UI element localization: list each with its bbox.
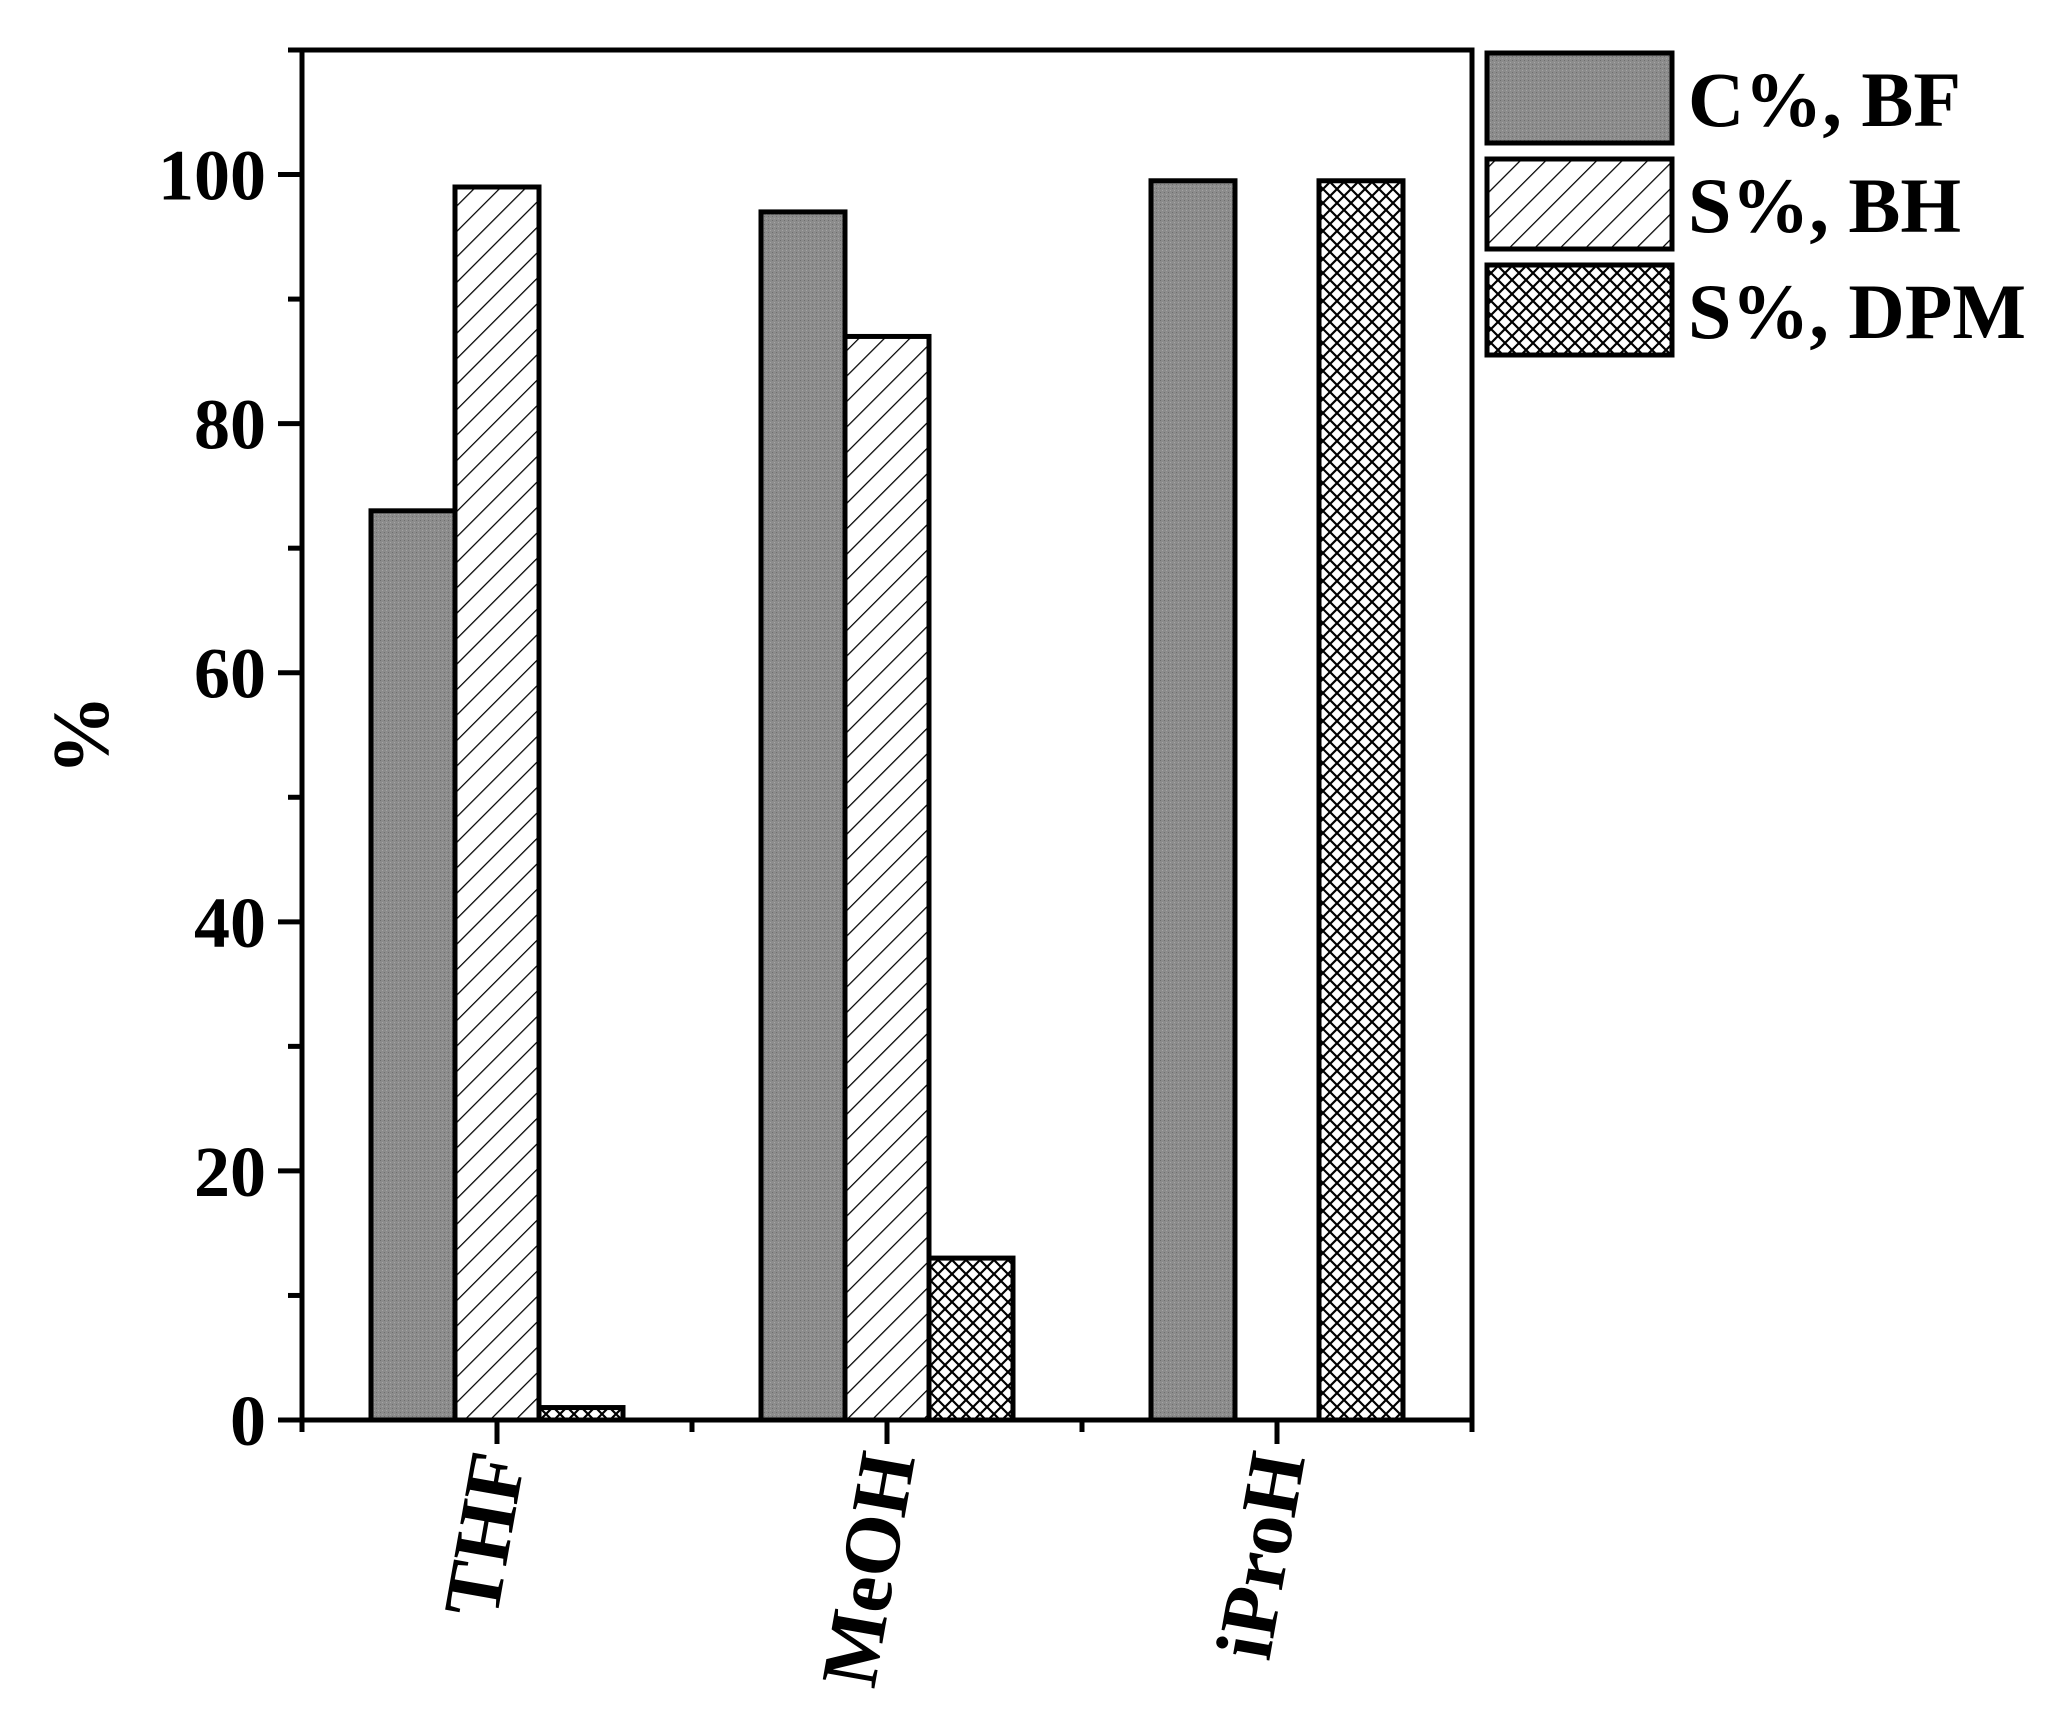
legend-swatch-s-dpm <box>1484 262 1675 358</box>
bar-thf-s-bh <box>452 184 542 1423</box>
bar-meoh-s-dpm <box>926 1255 1016 1423</box>
x-category-label-meoh: MeOH <box>805 1446 933 1693</box>
legend-label-c-bf: C%, BF <box>1688 56 1961 143</box>
bars-layer <box>368 178 1406 1423</box>
y-tick-label-20: 20 <box>194 1132 266 1212</box>
y-tick-label-0: 0 <box>230 1381 266 1461</box>
y-tick-label-80: 80 <box>194 385 266 465</box>
x-category-label-thf: THF <box>428 1446 543 1623</box>
legend-swatch-s-bh <box>1484 156 1675 252</box>
y-tick-label-100: 100 <box>158 136 266 216</box>
legend-label-s-bh: S%, BH <box>1688 162 1961 249</box>
category-labels: THF MeOH iProH <box>428 1446 1323 1693</box>
y-tick-label-60: 60 <box>194 634 266 714</box>
bar-iproh-s-dpm <box>1316 178 1406 1423</box>
bar-iproh-c-bf <box>1148 178 1238 1423</box>
legend-label-s-dpm: S%, DPM <box>1688 268 2026 355</box>
ticks-layer: 0 20 40 60 80 100 <box>158 47 1475 1461</box>
y-tick-label-40: 40 <box>194 883 266 963</box>
bar-meoh-c-bf <box>758 209 848 1423</box>
bar-thf-c-bf <box>368 508 458 1423</box>
legend: C%, BF S%, BH S%, DPM <box>1484 50 2026 358</box>
bar-meoh-s-bh <box>842 333 932 1423</box>
y-axis-title: % <box>38 695 126 775</box>
x-category-label-iproh: iProH <box>1200 1446 1323 1666</box>
legend-swatch-c-bf <box>1484 50 1675 146</box>
